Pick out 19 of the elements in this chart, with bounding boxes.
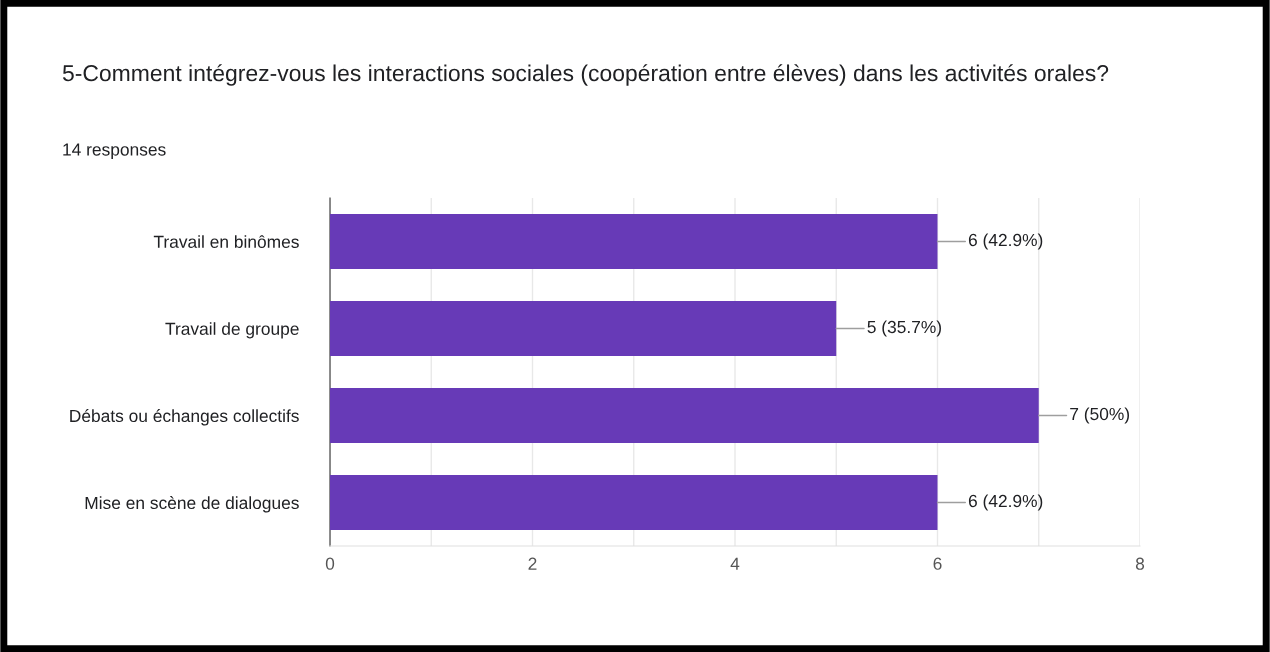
x-tick-label: 4 (730, 557, 740, 570)
y-tick-label: Débats ou échanges collectifs (70, 409, 299, 426)
bar (330, 301, 837, 356)
y-tick-label: Travail en binômes (153, 235, 299, 248)
x-tick-label: 2 (528, 557, 537, 570)
y-tick-label: Mise en scène de dialogues (85, 496, 299, 513)
chart-title: 5-Comment intégrez-vous les interactions sociales (coopération entre élèves) dans les activités orales? (62, 64, 1109, 86)
x-tick-label: 8 (1135, 557, 1145, 570)
text: 14 responses (63, 143, 166, 160)
x-tick-label: 0 (325, 557, 335, 570)
data-label: 6 (42.9%) (968, 233, 1043, 250)
data-label: 5 (35.7%) (867, 320, 941, 337)
data-label: 7 (50%) (1070, 407, 1130, 424)
bar (330, 214, 938, 269)
bar (330, 388, 1039, 443)
data-label: 6 (42.9%) (968, 494, 1043, 511)
y-tick-label: Travail de groupe (165, 322, 299, 339)
x-tick-label: 6 (933, 557, 942, 570)
bar (330, 475, 938, 530)
